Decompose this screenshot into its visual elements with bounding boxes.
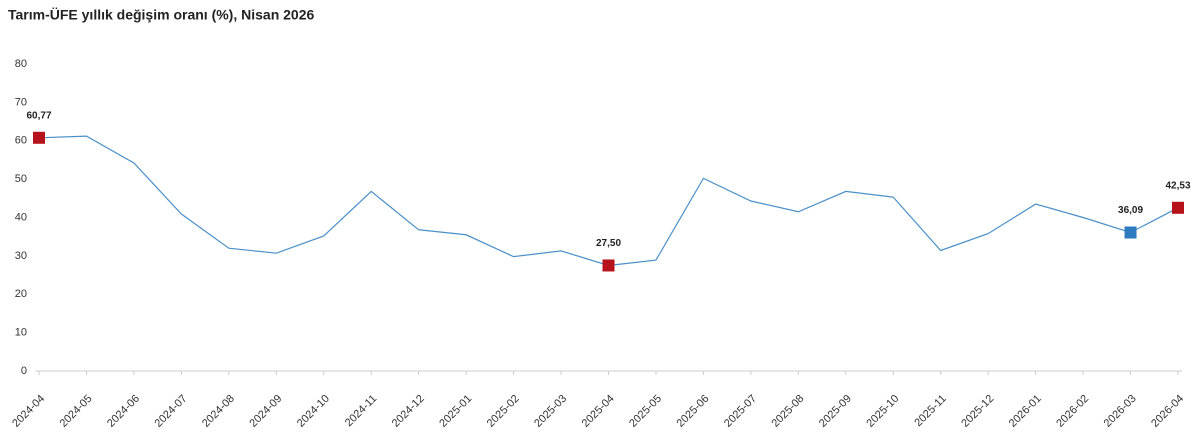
point-marker (1124, 226, 1137, 239)
x-tick-label: 2024-10 (295, 393, 332, 430)
x-tick-label: 2025-04 (580, 393, 617, 430)
value-label: 60,77 (26, 110, 51, 121)
y-tick-label: 50 (15, 173, 27, 185)
x-tick-label: 2025-12 (959, 393, 996, 430)
x-tick-label: 2024-06 (105, 393, 142, 430)
x-tick-label: 2026-01 (1007, 393, 1044, 430)
x-tick-label: 2024-12 (390, 393, 427, 430)
x-tick-label: 2025-11 (912, 393, 948, 429)
x-tick-label: 2024-09 (247, 393, 284, 430)
x-tick-label: 2026-03 (1102, 393, 1139, 430)
x-tick-label: 2024-07 (153, 393, 190, 430)
x-tick-label: 2026-04 (1149, 393, 1186, 430)
x-tick-label: 2026-02 (1054, 393, 1091, 430)
x-tick-label: 2025-10 (864, 393, 901, 430)
x-tick-label: 2024-05 (58, 393, 95, 430)
x-tick-label: 2024-04 (10, 393, 47, 430)
x-tick-label: 2025-03 (532, 393, 569, 430)
value-label: 27,50 (596, 238, 621, 249)
x-tick-label: 2025-05 (627, 393, 664, 430)
chart-title: Tarım-ÜFE yıllık değişim oranı (%), Nisa… (8, 7, 314, 23)
x-tick-label: 2024-11 (343, 393, 379, 429)
x-tick-label: 2025-08 (769, 393, 806, 430)
y-tick-label: 70 (15, 96, 27, 108)
y-tick-label: 30 (15, 250, 27, 262)
value-label: 36,09 (1118, 205, 1143, 216)
value-label: 42,53 (1165, 180, 1190, 191)
point-marker (602, 259, 615, 272)
x-tick-label: 2025-06 (675, 393, 712, 430)
y-tick-label: 60 (15, 135, 27, 147)
x-tick-label: 2024-08 (200, 393, 237, 430)
point-marker (1172, 201, 1184, 214)
x-tick-label: 2025-01 (437, 393, 474, 430)
y-tick-label: 0 (21, 365, 27, 377)
x-tick-label: 2025-07 (722, 393, 759, 430)
y-tick-label: 10 (15, 327, 27, 339)
x-tick-label: 2025-02 (485, 393, 522, 430)
y-tick-label: 80 (15, 58, 27, 70)
y-tick-label: 20 (15, 288, 27, 300)
x-tick-label: 2025-09 (817, 393, 854, 430)
point-marker (33, 131, 45, 144)
y-tick-label: 40 (15, 211, 27, 223)
